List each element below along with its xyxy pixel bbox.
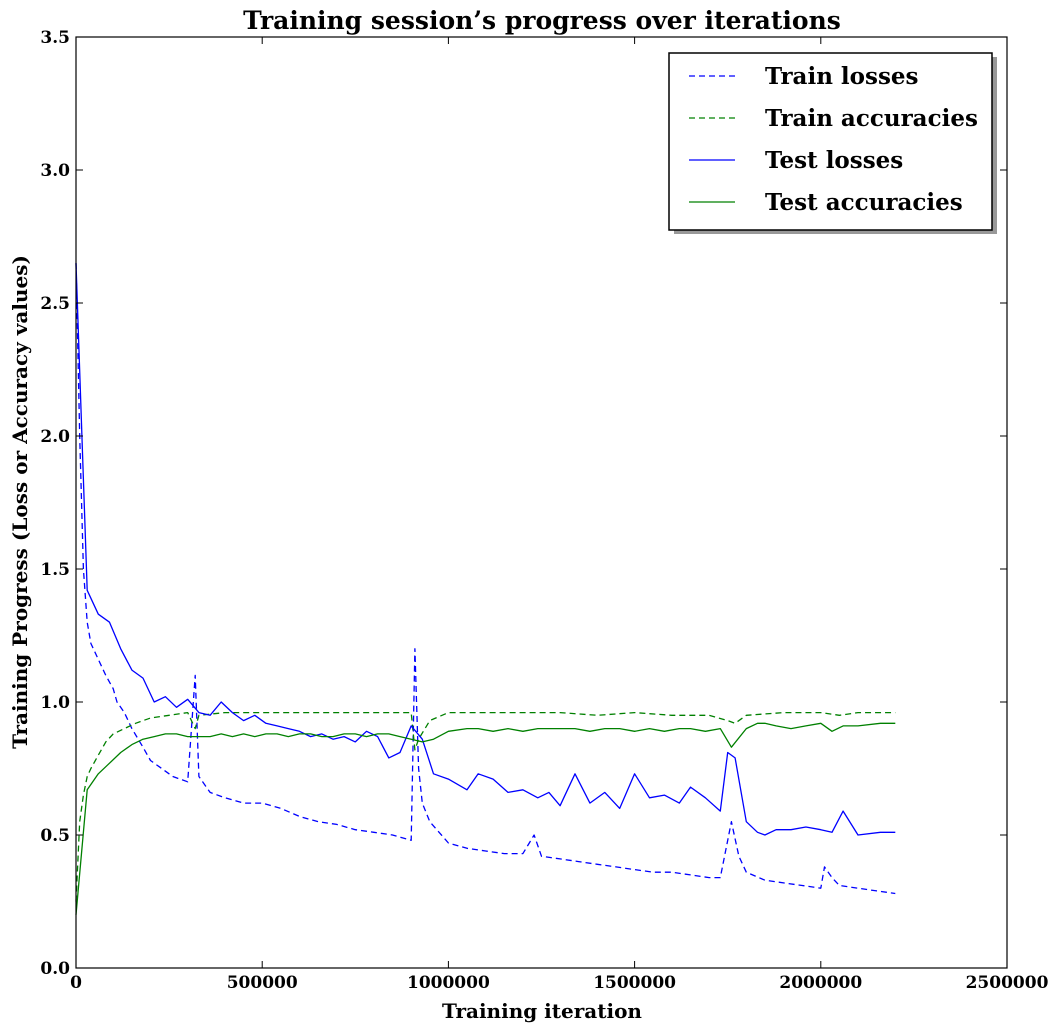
y-tick-label: 0.5 [40,826,70,846]
legend: Train losses Train accuracies Test losses T… [668,52,997,234]
x-tick-label: 0 [70,973,82,993]
series-line-train-accuracies [75,711,896,902]
plot-area: 0 500000 1000000 1500000 2000000 2500000 0.0 0.… [40,28,1048,993]
series-line-test-losses [75,263,896,836]
x-tick-label: 2000000 [779,973,862,993]
y-tick-label: 3.0 [40,161,70,181]
x-tick-label: 1500000 [593,973,676,993]
y-tick-label: 0.0 [40,959,70,979]
ticks-layer: 0 500000 1000000 1500000 2000000 2500000 0.0 0.… [40,28,1048,993]
legend-items: Train losses Train accuracies Test losses T… [689,63,978,216]
y-tick-label: 1.0 [40,693,70,713]
legend-label: Test losses [765,147,903,174]
y-axis-label: Training Progress (Loss or Accuracy valu… [8,255,32,749]
x-tick-label: 2500000 [966,973,1049,993]
plot-frame [75,36,1008,969]
y-tick-label: 3.5 [40,28,70,48]
x-axis-label: Training iteration [442,999,642,1023]
y-tick-label: 2.5 [40,294,70,314]
legend-label: Test accuracies [765,189,963,216]
y-tick-label: 1.5 [40,560,70,580]
series-line-test-accuracies [75,722,896,915]
chart-title: Training session’s progress over iterati… [243,6,841,35]
legend-label: Train accuracies [765,105,978,132]
x-tick-label: 500000 [227,973,298,993]
legend-box [668,52,993,231]
series-layer [75,263,896,915]
legend-label: Train losses [765,63,919,90]
x-tick-label: 1000000 [407,973,490,993]
y-tick-label: 2.0 [40,427,70,447]
